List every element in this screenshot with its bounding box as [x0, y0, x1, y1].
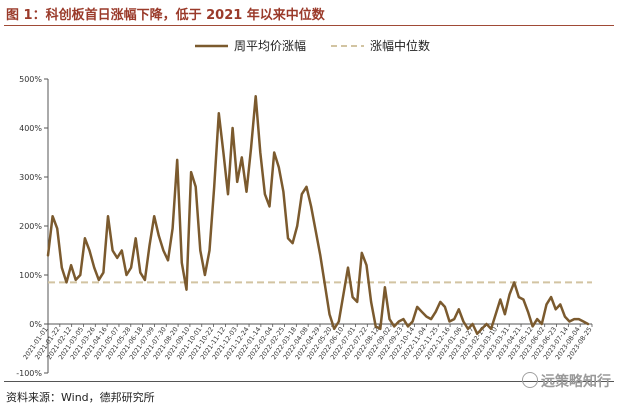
y-tick-label: 200%: [19, 222, 42, 231]
watermark: 远策略知行: [522, 371, 611, 391]
source-divider: [4, 381, 614, 382]
y-tick-label: 500%: [19, 75, 42, 84]
figure-title: 图 1：科创板首日涨幅下降，低于 2021 年以来中位数: [6, 8, 325, 23]
plot-area: [46, 94, 592, 336]
wechat-icon: [522, 372, 538, 388]
title-divider: [4, 25, 614, 26]
legend-label-weekly-avg: 周平均价涨幅: [234, 38, 306, 53]
source-note: 资料来源：Wind，德邦研究所: [6, 391, 155, 404]
watermark-text: 远策略知行: [541, 374, 611, 390]
y-tick-label: -100%: [16, 369, 42, 378]
x-axis: 2021-01-012021-01-222021-02-122021-03-05…: [21, 323, 594, 361]
legend-label-median: 涨幅中位数: [370, 38, 430, 53]
legend: 周平均价涨幅 涨幅中位数: [195, 38, 430, 53]
y-tick-label: 400%: [19, 124, 42, 133]
y-tick-label: 100%: [19, 271, 42, 280]
y-tick-label: 0%: [29, 320, 42, 329]
y-tick-label: 300%: [19, 173, 42, 182]
series-line-weekly-avg: [46, 94, 590, 336]
